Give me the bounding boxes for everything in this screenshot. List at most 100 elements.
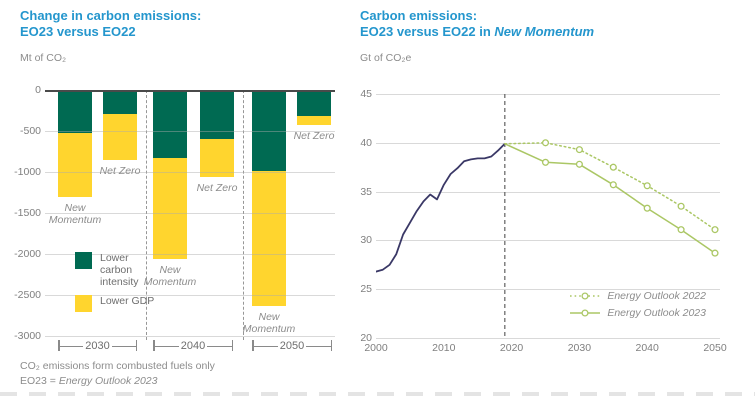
series-line-energy-outlook-2023 — [504, 143, 716, 254]
footnote-emissions-scope: CO₂ emissions form combusted fuels only — [20, 360, 215, 372]
y-tick-label: -1500 — [14, 207, 41, 219]
x-tick-label: 2000 — [364, 342, 388, 354]
gridline — [45, 213, 335, 214]
stacked-bar-2040-net-zero — [200, 90, 234, 177]
data-point-marker — [677, 226, 685, 234]
gridline — [376, 94, 720, 95]
group-separator-dashed — [146, 90, 147, 340]
stacked-bar-2050-new-momentum — [252, 90, 286, 307]
x-tick-label: 2050 — [703, 342, 727, 354]
bar-segment-lower-carbon-intensity — [252, 90, 286, 172]
footnote-eo23-definition: EO23 = Energy Outlook 2023 — [20, 374, 350, 389]
data-point-marker — [575, 146, 583, 154]
data-point-marker — [711, 249, 719, 257]
bar-segment-lower-carbon-intensity — [200, 90, 234, 140]
lower-gdp-swatch — [75, 295, 92, 312]
line-chart-plot-area: Energy Outlook 2022 Energy Outlook 2023 — [376, 94, 720, 339]
right-chart-title: Carbon emissions: EO23 versus EO22 in New… — [360, 8, 745, 40]
stacked-bar-2030-net-zero — [103, 90, 137, 160]
y-tick-label: -1000 — [14, 166, 41, 178]
scenario-label: Net Zero — [196, 181, 238, 194]
left-title-line1: Change in carbon emissions: — [20, 8, 202, 23]
right-title-line2-scenario: New Momentum — [494, 24, 595, 39]
left-chart-footnotes: CO₂ emissions form combusted fuels only … — [20, 359, 350, 389]
scenario-label: Net Zero — [99, 164, 141, 177]
legend-item-lower-carbon-intensity: Lower carbon intensity — [75, 252, 162, 288]
legend-item-energy-outlook-2023: Energy Outlook 2023 — [570, 307, 706, 319]
line-chart-legend: Energy Outlook 2022 Energy Outlook 2023 — [570, 290, 706, 319]
right-chart-panel: Carbon emissions: EO23 versus EO22 in New… — [360, 8, 745, 356]
data-point-marker — [643, 204, 651, 212]
bar-segment-lower-gdp — [103, 113, 137, 160]
series-line-energy-outlook-2022 — [504, 142, 716, 231]
bar-segment-lower-gdp — [200, 139, 234, 177]
line-chart-svg — [376, 94, 719, 338]
bottom-dashed-separator — [0, 392, 755, 396]
data-point-marker — [609, 181, 617, 189]
y-tick-label: 20 — [360, 332, 372, 344]
bar-segment-lower-carbon-intensity — [297, 90, 331, 117]
x-axis-group-bracket: 2030 — [58, 339, 138, 352]
y-tick-label: 30 — [360, 234, 372, 247]
left-chart-unit: Mt of CO₂ — [20, 52, 67, 64]
gridline — [45, 336, 335, 337]
y-tick-label: 40 — [360, 136, 372, 149]
left-title-line2: EO23 versus EO22 — [20, 24, 136, 39]
bar-chart-x-axis: 2030 2040 2050 — [45, 339, 335, 353]
footnote-italic: Energy Outlook 2023 — [58, 375, 158, 387]
bracket-tick — [153, 340, 155, 351]
scenario-label: Net Zero — [293, 130, 335, 143]
stacked-bar-2040-new-momentum — [153, 90, 187, 259]
bar-segment-lower-carbon-intensity — [58, 90, 92, 133]
legend-label: Lower GDP — [100, 295, 155, 307]
footnote-prefix: EO23 = — [20, 375, 59, 387]
bar-segment-lower-gdp — [58, 132, 92, 198]
y-tick-label: 25 — [360, 283, 372, 296]
right-title-line1: Carbon emissions: — [360, 8, 478, 23]
y-tick-label: 35 — [360, 185, 372, 198]
bracket-tick — [135, 340, 138, 351]
legend-item-lower-gdp: Lower GDP — [75, 295, 162, 312]
bracket-line — [154, 345, 179, 347]
x-tick-label: 2020 — [499, 342, 524, 354]
zero-line — [45, 90, 335, 92]
line-chart-y-axis: 20 25 30 35 40 45 — [360, 88, 372, 344]
bar-segment-lower-carbon-intensity — [103, 90, 137, 114]
data-point-marker — [609, 163, 617, 171]
bar-segment-lower-carbon-intensity — [153, 90, 187, 159]
gridline — [45, 254, 335, 255]
x-axis-group-bracket: 2050 — [252, 339, 333, 352]
legend-item-energy-outlook-2022: Energy Outlook 2022 — [570, 290, 706, 302]
x-tick-label: 2010 — [432, 342, 456, 354]
gridline — [376, 289, 720, 291]
gridline — [45, 131, 335, 132]
gridline — [376, 240, 720, 242]
legend-label: Energy Outlook 2022 — [607, 290, 706, 302]
group-separator-dashed — [243, 90, 244, 340]
bracket-tick — [58, 340, 60, 351]
legend-label: Energy Outlook 2023 — [607, 307, 706, 319]
x-axis-group-label: 2050 — [279, 340, 305, 352]
bracket-line — [111, 345, 136, 347]
scenario-label: New Momentum — [48, 202, 102, 227]
y-tick-label: -2500 — [14, 289, 41, 301]
data-point-marker — [677, 202, 685, 210]
series-line-historical — [376, 142, 506, 273]
y-tick-label: -500 — [19, 125, 41, 137]
bracket-tick — [330, 340, 333, 351]
gridline — [376, 338, 720, 339]
bar-chart: 0 -500 -1000 -1500 -2000 -2500 -3000 Lower car… — [14, 84, 350, 353]
scenario-label: New Momentum — [143, 263, 197, 288]
bar-segment-lower-gdp — [252, 171, 286, 307]
left-chart-title: Change in carbon emissions: EO23 versus E… — [20, 8, 350, 40]
bracket-tick — [231, 340, 234, 351]
line-chart-x-axis: 2000 2010 2020 2030 2040 2050 — [364, 342, 726, 356]
bracket-line — [253, 345, 278, 347]
x-tick-label: 2040 — [635, 342, 659, 354]
bracket-tick — [252, 340, 254, 351]
data-point-marker — [541, 158, 550, 166]
stacked-bar-2050-net-zero — [297, 90, 331, 126]
gridline — [45, 172, 335, 173]
y-tick-label: 45 — [360, 88, 372, 100]
data-point-marker — [711, 226, 719, 234]
